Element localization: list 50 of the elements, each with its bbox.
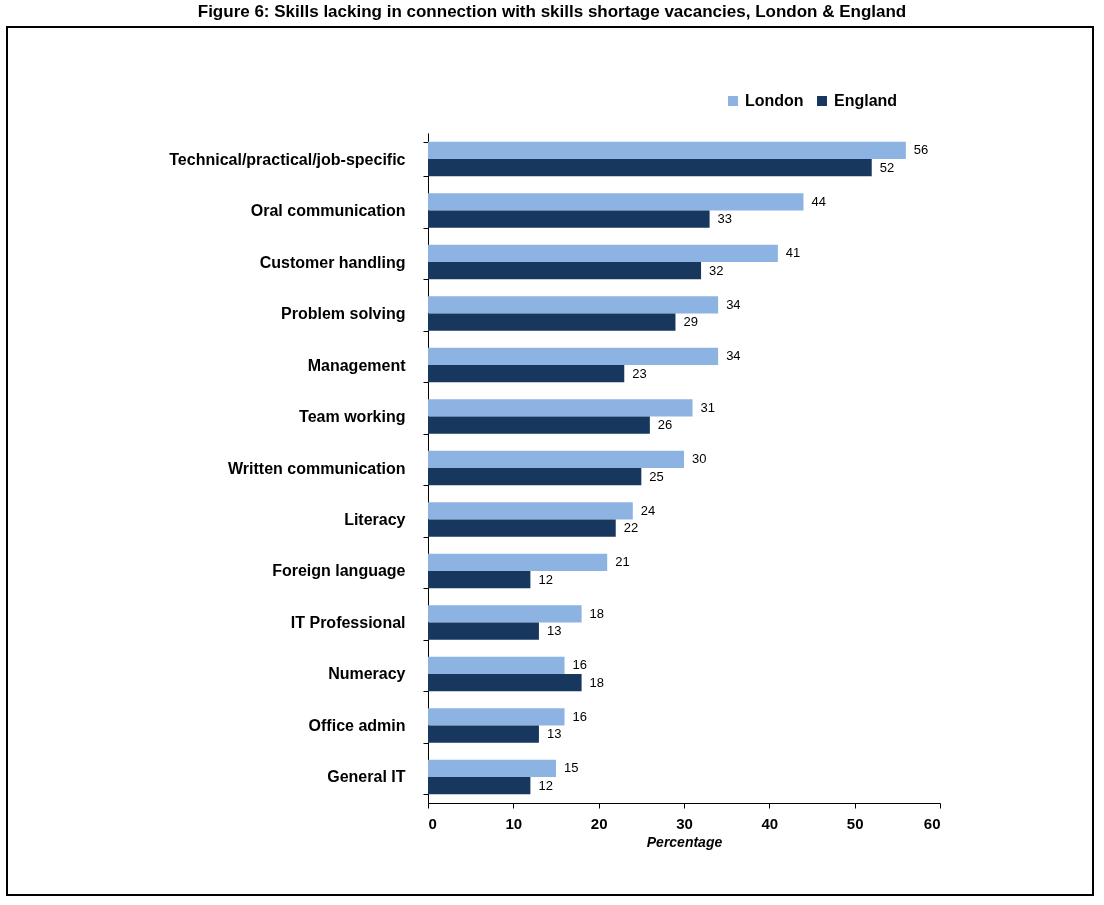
- x-axis-title: Percentage: [646, 833, 723, 850]
- x-tick-label: 30: [676, 814, 693, 832]
- y-tick-label: Team working: [299, 408, 406, 425]
- chart-title: Figure 6: Skills lacking in connection with skills shortage vacancies, London & England: [196, 1, 908, 23]
- data-label: 16: [572, 657, 587, 673]
- x-tick-label: 50: [846, 814, 864, 832]
- y-tick-label: IT Professional: [290, 614, 406, 631]
- data-label: 52: [879, 159, 895, 175]
- y-tick-label: Management: [307, 356, 407, 374]
- data-label: 16: [572, 708, 587, 724]
- data-label: 18: [589, 674, 605, 690]
- data-label: 41: [785, 245, 801, 261]
- data-label: 31: [700, 399, 715, 415]
- data-label: 15: [564, 760, 579, 776]
- data-label: 29: [683, 314, 698, 330]
- data-label: 44: [811, 193, 826, 209]
- data-label: 24: [640, 502, 656, 518]
- x-tick-label: 20: [590, 814, 608, 832]
- y-tick-label: Foreign language: [272, 562, 406, 580]
- x-tick-label: 10: [505, 814, 523, 832]
- data-label: 32: [709, 262, 724, 278]
- y-tick-label: Office admin: [308, 716, 406, 734]
- data-label: 18: [589, 605, 605, 621]
- data-label: 56: [913, 142, 929, 158]
- data-label: 12: [538, 571, 553, 587]
- data-label: 13: [546, 623, 562, 639]
- legend-label: London: [745, 92, 804, 109]
- data-label: 25: [649, 468, 664, 484]
- legend-label: England: [834, 92, 898, 109]
- y-tick-label: Literacy: [344, 511, 406, 528]
- data-label: 34: [726, 296, 741, 312]
- y-tick-label: Numeracy: [328, 665, 406, 683]
- y-tick-label: Customer handling: [259, 253, 406, 271]
- x-tick-label: 40: [761, 814, 779, 832]
- y-tick-label: Oral communication: [250, 202, 406, 220]
- y-tick-label: Technical/practical/job-specific: [169, 150, 406, 168]
- data-label: 23: [632, 365, 647, 381]
- data-label: 30: [692, 451, 707, 467]
- data-label: 21: [615, 554, 630, 570]
- x-tick-label: 0: [428, 814, 437, 832]
- data-label: 13: [546, 726, 562, 742]
- y-tick-label: Problem solving: [281, 305, 406, 322]
- data-label: 33: [717, 211, 733, 227]
- y-tick-label: General IT: [327, 768, 406, 786]
- data-label: 12: [538, 777, 553, 793]
- y-tick-label: Written communication: [228, 459, 406, 477]
- data-label: 34: [726, 348, 741, 364]
- data-label: 26: [657, 417, 673, 433]
- x-tick-label: 60: [923, 814, 941, 832]
- data-label: 22: [623, 520, 639, 536]
